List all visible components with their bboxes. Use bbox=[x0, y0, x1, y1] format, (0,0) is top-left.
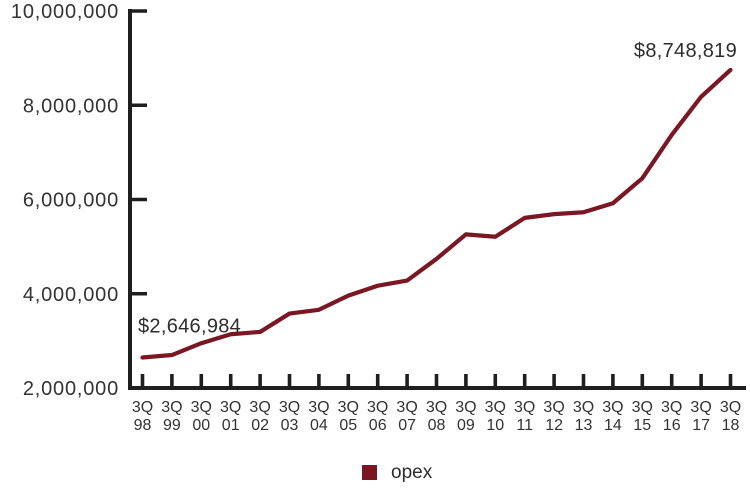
y-axis-label: 8,000,000 bbox=[23, 95, 119, 117]
x-axis-label-quarter: 3Q bbox=[632, 399, 653, 416]
x-axis-label-year: 17 bbox=[692, 417, 710, 434]
x-axis-label-year: 14 bbox=[604, 417, 622, 434]
x-axis-label-quarter: 3Q bbox=[485, 399, 506, 416]
x-axis-label-year: 03 bbox=[281, 417, 299, 434]
opex-line bbox=[140, 67, 733, 360]
legend-swatch-opex bbox=[362, 465, 377, 480]
x-axis-label-quarter: 3Q bbox=[191, 399, 212, 416]
x-axis-label-year: 05 bbox=[339, 417, 357, 434]
x-axis-label-year: 09 bbox=[457, 417, 475, 434]
y-axis-label: 10,000,000 bbox=[11, 1, 119, 23]
x-axis-label-quarter: 3Q bbox=[426, 399, 447, 416]
x-axis-label-year: 15 bbox=[633, 417, 651, 434]
x-axis-label-quarter: 3Q bbox=[220, 399, 241, 416]
x-axis-label-quarter: 3Q bbox=[308, 399, 329, 416]
y-axis-label: 2,000,000 bbox=[23, 378, 119, 400]
x-axis-label-quarter: 3Q bbox=[690, 399, 711, 416]
data-point-annotation: $8,748,819 bbox=[634, 40, 737, 62]
x-axis-label-quarter: 3Q bbox=[455, 399, 476, 416]
x-axis-label-year: 10 bbox=[486, 417, 504, 434]
x-axis-label-quarter: 3Q bbox=[249, 399, 270, 416]
y-axis-label: 6,000,000 bbox=[23, 190, 119, 212]
x-axis-label-quarter: 3Q bbox=[514, 399, 535, 416]
y-axis-label: 4,000,000 bbox=[23, 284, 119, 306]
x-axis-label-year: 11 bbox=[516, 417, 533, 434]
x-axis-label-year: 18 bbox=[722, 417, 740, 434]
x-axis-label-year: 07 bbox=[398, 417, 416, 434]
x-axis-label-year: 99 bbox=[163, 417, 181, 434]
x-axis-label-year: 12 bbox=[545, 417, 563, 434]
x-axis-label-quarter: 3Q bbox=[602, 399, 623, 416]
x-axis-label-year: 08 bbox=[428, 417, 446, 434]
x-axis-label-year: 01 bbox=[222, 417, 240, 434]
x-axis-label-year: 13 bbox=[575, 417, 593, 434]
x-axis-label-quarter: 3Q bbox=[367, 399, 388, 416]
x-axis-label-quarter: 3Q bbox=[279, 399, 300, 416]
x-axis-label-quarter: 3Q bbox=[720, 399, 741, 416]
x-axis-label-quarter: 3Q bbox=[661, 399, 682, 416]
x-axis-label-year: 98 bbox=[134, 417, 152, 434]
x-axis-label-year: 06 bbox=[369, 417, 387, 434]
data-point-annotation: $2,646,984 bbox=[138, 316, 241, 338]
x-axis-label-quarter: 3Q bbox=[132, 399, 153, 416]
legend: opex bbox=[362, 462, 433, 483]
x-axis-label-year: 00 bbox=[192, 417, 210, 434]
x-axis-label-year: 04 bbox=[310, 417, 328, 434]
legend-label-opex: opex bbox=[391, 462, 433, 483]
x-axis-label-quarter: 3Q bbox=[573, 399, 594, 416]
x-axis-label-quarter: 3Q bbox=[543, 399, 564, 416]
x-axis-label-year: 02 bbox=[251, 417, 269, 434]
x-axis-label-quarter: 3Q bbox=[338, 399, 359, 416]
x-axis-label-quarter: 3Q bbox=[396, 399, 417, 416]
x-axis-label-quarter: 3Q bbox=[161, 399, 182, 416]
x-axis-label-year: 16 bbox=[663, 417, 681, 434]
